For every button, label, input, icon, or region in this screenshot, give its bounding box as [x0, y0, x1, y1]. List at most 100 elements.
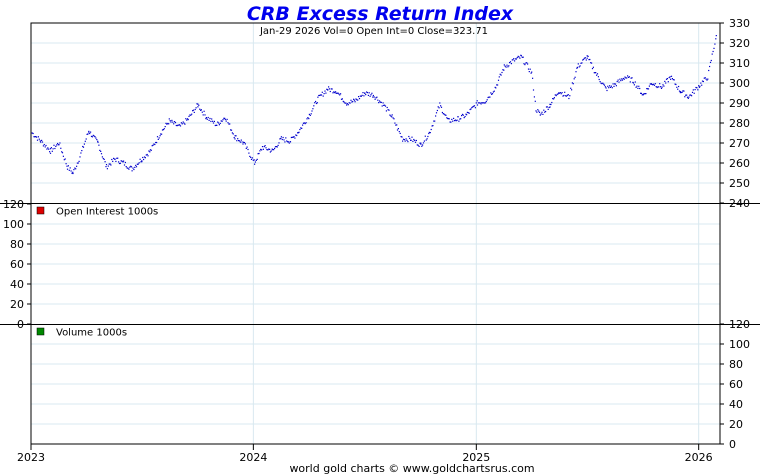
price-point	[693, 92, 695, 94]
price-point	[398, 131, 400, 133]
price-point	[521, 56, 523, 58]
chart-subtitle: Jan-29 2026 Vol=0 Open Int=0 Close=323.7…	[259, 26, 488, 37]
price-point	[526, 62, 528, 64]
price-point	[40, 141, 42, 143]
price-point	[230, 129, 232, 131]
price-point	[293, 136, 295, 138]
price-point	[701, 80, 704, 82]
price-point	[144, 157, 146, 159]
price-point	[439, 102, 441, 104]
price-point	[353, 99, 356, 101]
price-point	[576, 66, 578, 68]
price-point	[703, 77, 705, 79]
price-point	[441, 111, 443, 114]
price-point	[527, 63, 529, 65]
price-point	[90, 131, 92, 133]
price-point	[357, 99, 359, 101]
price-point	[369, 95, 371, 97]
price-point	[433, 120, 435, 122]
price-point	[79, 156, 81, 158]
price-point	[322, 95, 324, 97]
price-point	[665, 82, 667, 84]
oi-y-tick-label: 20	[10, 298, 24, 311]
oi-y-tick-label: 60	[10, 258, 24, 271]
price-point	[697, 89, 699, 91]
price-point	[654, 83, 656, 85]
price-point	[150, 149, 152, 151]
price-point	[375, 97, 377, 99]
price-point	[165, 122, 167, 124]
price-point	[600, 82, 602, 84]
price-point	[167, 122, 169, 125]
price-point	[581, 62, 583, 64]
price-point	[638, 85, 640, 87]
price-point	[461, 113, 464, 115]
price-point	[82, 145, 84, 148]
price-point	[516, 57, 518, 59]
price-point	[299, 128, 301, 131]
price-point	[83, 143, 85, 145]
price-point	[393, 118, 395, 120]
price-point	[332, 92, 334, 94]
price-point	[678, 85, 680, 88]
price-point	[700, 82, 702, 84]
price-point	[252, 159, 254, 161]
price-point	[371, 92, 373, 94]
price-point	[135, 164, 137, 166]
price-point	[378, 100, 381, 102]
price-point	[402, 138, 405, 140]
price-point	[378, 102, 380, 104]
price-point	[408, 135, 410, 138]
price-point	[524, 64, 526, 66]
price-point	[448, 118, 450, 120]
price-point	[49, 151, 51, 153]
price-point	[421, 145, 423, 147]
price-point	[45, 144, 47, 147]
price-point	[382, 102, 384, 104]
price-point	[265, 147, 267, 149]
price-point	[414, 141, 417, 143]
price-point	[552, 98, 554, 100]
price-point	[604, 86, 606, 88]
price-point	[608, 87, 610, 89]
price-point	[135, 166, 138, 168]
price-point	[598, 78, 600, 81]
price-point	[214, 124, 216, 127]
price-point	[658, 86, 660, 88]
price-point	[320, 94, 323, 96]
price-point	[617, 79, 619, 81]
price-point	[143, 156, 146, 158]
chart-title: CRB Excess Return Index	[247, 3, 514, 25]
price-point	[208, 119, 210, 121]
price-point	[545, 110, 547, 113]
price-point	[73, 169, 75, 171]
price-y-tick-label: 250	[729, 177, 750, 190]
price-point	[210, 120, 212, 122]
price-point	[509, 62, 511, 64]
price-point	[47, 147, 49, 149]
price-point	[586, 55, 588, 57]
price-point	[535, 110, 537, 112]
price-point	[668, 77, 670, 79]
price-point	[230, 129, 233, 131]
price-point	[182, 121, 184, 123]
price-point	[229, 123, 231, 125]
price-point	[233, 137, 235, 139]
price-point	[397, 128, 399, 130]
price-point	[451, 118, 453, 120]
price-point	[200, 109, 202, 111]
price-point	[568, 97, 570, 100]
price-point	[105, 166, 107, 168]
price-point	[243, 142, 246, 144]
price-point	[470, 108, 472, 110]
price-point	[110, 164, 112, 166]
price-point	[626, 77, 628, 79]
price-point	[97, 140, 99, 142]
price-point	[32, 132, 34, 135]
price-point	[567, 94, 569, 96]
price-point	[691, 95, 693, 97]
price-point	[57, 142, 59, 145]
price-point	[570, 87, 572, 89]
price-point	[81, 150, 83, 152]
price-point	[480, 103, 482, 105]
